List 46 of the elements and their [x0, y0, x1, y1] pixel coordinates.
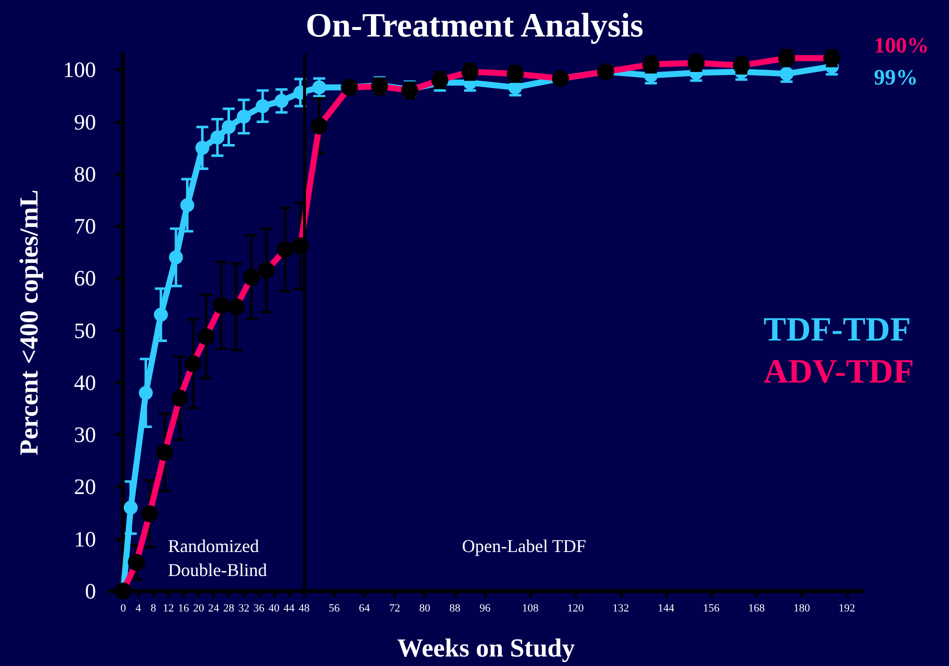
y-tick-label: 50 — [74, 318, 96, 343]
y-tick-label: 100 — [63, 57, 96, 82]
x-tick-label: 36 — [253, 602, 265, 614]
x-tick-label: 4 — [136, 602, 142, 614]
x-tick-label: 44 — [284, 602, 296, 614]
x-tick-label: 168 — [748, 602, 766, 614]
x-tick-label: 40 — [268, 602, 280, 614]
annotation: 99% — [874, 64, 918, 90]
y-tick-label: 40 — [74, 370, 96, 395]
x-tick-label: 16 — [178, 602, 190, 614]
x-tick-label: 88 — [449, 602, 461, 614]
x-tick-label: 156 — [702, 602, 720, 614]
x-tick-label: 180 — [793, 602, 810, 614]
x-tick-label: 80 — [419, 602, 431, 614]
y-tick-label: 30 — [74, 422, 96, 448]
x-tick-label: 0 — [120, 602, 126, 614]
x-tick-label: 32 — [238, 602, 250, 614]
x-tick-label: 120 — [567, 602, 584, 614]
x-tick-label: 8 — [150, 602, 157, 614]
y-tick-label: 10 — [74, 526, 96, 552]
x-tick-label: 192 — [838, 602, 856, 614]
annotation: Open-Label TDF — [462, 536, 586, 556]
x-tick-label: 64 — [358, 602, 370, 614]
y-tick-label: 20 — [74, 474, 96, 500]
y-tick-label: 90 — [74, 109, 96, 134]
chart-title: On-Treatment Analysis — [306, 8, 644, 44]
annotation: Randomized Double-Blind — [168, 536, 267, 580]
y-axis-title: Percent <400 copies/mL — [14, 190, 44, 456]
x-tick-label: 20 — [193, 602, 205, 614]
text: ADV-TDF — [764, 354, 914, 390]
annotation: 100% — [874, 32, 929, 58]
x-tick-label: 108 — [522, 602, 540, 614]
x-tick-label: 72 — [389, 602, 400, 614]
x-axis-title: Weeks on Study — [397, 634, 575, 662]
x-tick-label: 132 — [612, 602, 630, 614]
y-tick-label: 70 — [74, 214, 96, 239]
x-tick-label: 28 — [223, 602, 235, 614]
text: TDF-TDF — [764, 312, 911, 348]
x-tick-label: 96 — [480, 602, 492, 614]
x-tick-label: 48 — [298, 602, 310, 614]
x-tick-label: 56 — [328, 602, 340, 614]
x-tick-label: 144 — [658, 602, 675, 614]
x-tick-label: 12 — [162, 602, 174, 614]
y-tick-label: 60 — [74, 266, 96, 291]
x-tick-label: 24 — [208, 602, 220, 614]
y-tick-label: 80 — [74, 161, 96, 186]
